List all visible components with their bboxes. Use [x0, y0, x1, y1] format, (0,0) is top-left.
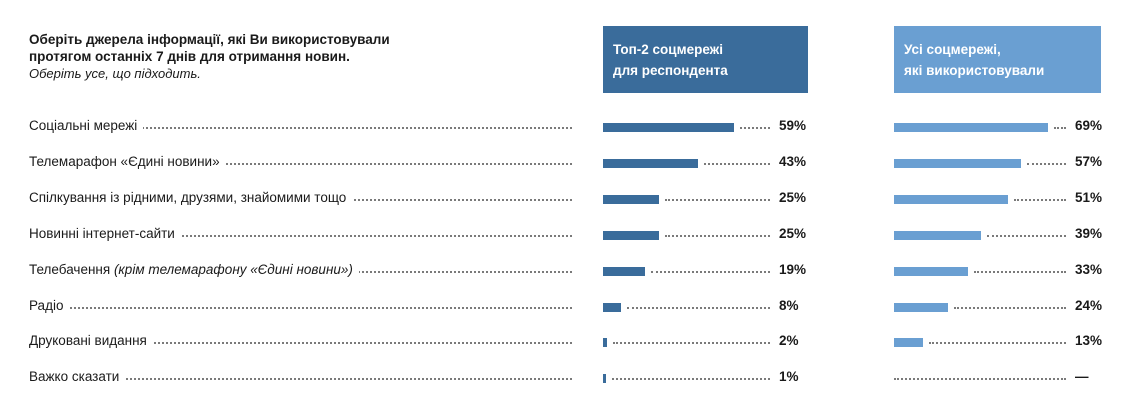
series-header-top2: Топ-2 соцмережі для респондента	[603, 26, 808, 93]
question-text-line-2: протягом останніх 7 днів для отримання н…	[29, 49, 350, 64]
row-label-text: Телемарафон «Єдині новини»	[29, 154, 220, 169]
row-label-text: Телебачення	[29, 262, 111, 277]
value-label-all: 39%	[1075, 226, 1103, 241]
bar-top2	[603, 374, 606, 383]
bar-leader-dots-top2	[651, 271, 770, 273]
bar-all	[894, 123, 1048, 132]
row-leader-dots	[29, 307, 572, 309]
value-label-all: —	[1075, 369, 1089, 384]
series-header-top2-line-2: для респондента	[613, 63, 728, 78]
bar-leader-dots-top2	[704, 163, 770, 165]
row-label: Новинні інтернет-сайти	[29, 224, 181, 244]
row-label-text: Соціальні мережі	[29, 118, 138, 133]
bar-leader-dots-all	[929, 342, 1066, 344]
value-label-all: 69%	[1075, 118, 1103, 133]
row-label-text: Спілкування із рідними, друзями, знайоми…	[29, 190, 347, 205]
value-label-all: 24%	[1075, 298, 1103, 313]
value-label-all: 57%	[1075, 154, 1103, 169]
value-label-top2: 2%	[779, 333, 799, 348]
bar-all	[894, 338, 923, 347]
row-label: Спілкування із рідними, друзями, знайоми…	[29, 188, 353, 208]
bar-all	[894, 231, 981, 240]
question-text-line-1: Оберіть джерела інформації, які Ви викор…	[29, 32, 390, 47]
value-label-top2: 1%	[779, 369, 799, 384]
value-label-top2: 25%	[779, 190, 807, 205]
series-header-all-line-2: які використовували	[904, 63, 1045, 78]
row-label: Радіо	[29, 296, 70, 316]
row-leader-dots	[29, 378, 572, 380]
series-header-top2-line-1: Топ-2 соцмережі	[613, 42, 723, 57]
bar-leader-dots-top2	[612, 378, 770, 380]
row-label-text: Новинні інтернет-сайти	[29, 226, 175, 241]
bar-top2	[603, 267, 645, 276]
bar-leader-dots-top2	[627, 307, 770, 309]
row-leader-dots	[29, 127, 572, 129]
question-hint: Оберіть усе, що підходить.	[29, 66, 201, 81]
bar-top2	[603, 338, 607, 347]
bar-leader-dots-top2	[665, 235, 770, 237]
bar-top2	[603, 231, 659, 240]
bar-leader-dots-top2	[665, 199, 770, 201]
bar-leader-dots-all	[1014, 199, 1066, 201]
bar-top2	[603, 195, 659, 204]
row-label-text: Важко сказати	[29, 369, 120, 384]
bar-leader-dots-all	[1027, 163, 1066, 165]
value-label-top2: 8%	[779, 298, 799, 313]
bar-top2	[603, 303, 621, 312]
question-block: Оберіть джерела інформації, які Ви викор…	[29, 31, 449, 82]
bar-leader-dots-top2	[740, 127, 770, 129]
row-label-text: Радіо	[29, 298, 64, 313]
value-label-top2: 25%	[779, 226, 807, 241]
value-label-all: 51%	[1075, 190, 1103, 205]
row-label: Телемарафон «Єдині новини»	[29, 152, 226, 172]
row-label: Телебачення (крім телемарафону «Єдині но…	[29, 260, 359, 280]
series-header-all: Усі соцмережі, які використовували	[894, 26, 1101, 93]
value-label-top2: 19%	[779, 262, 807, 277]
row-label-text: Друковані видання	[29, 333, 147, 348]
bar-leader-dots-all	[954, 307, 1066, 309]
bar-leader-dots-all	[894, 378, 1066, 380]
value-label-all: 13%	[1075, 333, 1103, 348]
bar-all	[894, 303, 948, 312]
bar-all	[894, 267, 968, 276]
bar-top2	[603, 123, 734, 132]
value-label-top2: 59%	[779, 118, 807, 133]
bar-leader-dots-all	[987, 235, 1066, 237]
row-leader-dots	[29, 342, 572, 344]
bar-top2	[603, 159, 698, 168]
row-leader-dots	[29, 163, 572, 165]
bar-leader-dots-all	[1054, 127, 1066, 129]
row-label: Важко сказати	[29, 367, 126, 387]
row-label-note: (крім телемарафону «Єдині новини»)	[110, 262, 353, 277]
value-label-top2: 43%	[779, 154, 807, 169]
bar-all	[894, 159, 1021, 168]
series-header-all-line-1: Усі соцмережі,	[904, 42, 1001, 57]
bar-leader-dots-top2	[613, 342, 770, 344]
bar-leader-dots-all	[974, 271, 1066, 273]
row-label: Соціальні мережі	[29, 116, 144, 136]
row-leader-dots	[29, 235, 572, 237]
row-label: Друковані видання	[29, 331, 153, 351]
value-label-all: 33%	[1075, 262, 1103, 277]
bar-all	[894, 195, 1008, 204]
